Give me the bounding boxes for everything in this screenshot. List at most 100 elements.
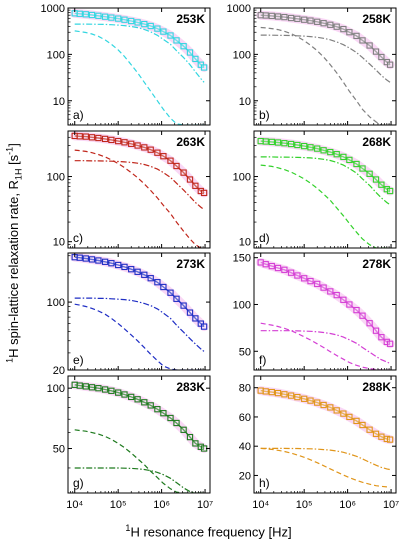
- data-point: [200, 189, 208, 197]
- data-point: [301, 395, 308, 402]
- panel-plot-area: [70, 253, 209, 370]
- component-line-dash-dot: [260, 447, 391, 471]
- data-point: [333, 291, 340, 299]
- data-point: [274, 13, 282, 20]
- panel-letter: h): [259, 476, 270, 490]
- component-line-dash: [74, 149, 205, 248]
- data-point: [101, 135, 109, 143]
- data-point: [320, 147, 327, 154]
- y-tick-label: 1000: [227, 3, 251, 15]
- panel-c: 10 100 263K c): [47, 130, 211, 249]
- data-point: [378, 334, 385, 341]
- data-point: [76, 10, 83, 17]
- data-point: [301, 142, 308, 150]
- data-point: [88, 134, 96, 141]
- data-point: [186, 49, 194, 56]
- data-point: [314, 18, 321, 25]
- y-tick-label: 20: [53, 365, 65, 377]
- data-point: [108, 136, 115, 144]
- data-point: [197, 443, 204, 450]
- component-line-dash: [74, 303, 205, 370]
- fit-line: [74, 135, 205, 194]
- data-point: [154, 149, 161, 156]
- data-point: [95, 134, 102, 142]
- data-point: [147, 275, 154, 282]
- component-line-dash: [260, 26, 391, 125]
- data-point: [301, 16, 308, 23]
- temperature-label: 253K: [176, 12, 205, 26]
- data-point: [167, 414, 174, 422]
- data-point: [200, 323, 208, 330]
- data-point: [115, 137, 122, 145]
- data-point: [154, 25, 161, 32]
- data-point: [307, 144, 314, 151]
- data-point: [340, 153, 347, 161]
- data-point: [257, 387, 264, 394]
- panel-letter: c): [73, 231, 83, 245]
- data-point: [71, 381, 78, 388]
- data-point: [88, 384, 96, 391]
- x-axis-title: 1H resonance frequency [Hz]: [0, 523, 417, 539]
- component-line-dash-dot: [260, 34, 391, 83]
- data-point: [160, 283, 167, 291]
- panel-letter: f): [259, 353, 266, 367]
- data-point: [294, 141, 301, 149]
- data-point: [200, 445, 208, 452]
- data-point: [262, 261, 269, 268]
- component-line-dash: [260, 164, 391, 248]
- x-tick-label: 10⁵: [110, 499, 127, 511]
- data-point: [186, 309, 194, 316]
- x-tick-label: 10⁵: [296, 499, 313, 511]
- fit-line: [260, 261, 391, 345]
- data-point: [346, 29, 353, 36]
- temperature-label: 263K: [176, 135, 205, 149]
- x-axis-title-main: H resonance frequency [Hz]: [130, 524, 292, 540]
- data-point: [128, 393, 135, 401]
- x-tick-label: 10⁷: [383, 499, 399, 511]
- data-point: [134, 142, 141, 149]
- panel-f: 50 100 150 278K f): [233, 252, 397, 371]
- panel-g: 10⁴ 10⁵ 10⁶ 10⁷ 50 100 283K g): [47, 375, 213, 511]
- fit-line: [260, 389, 391, 441]
- y-tick-label: 50: [239, 346, 251, 358]
- data-point: [366, 42, 373, 49]
- data-point: [386, 61, 394, 68]
- data-point: [287, 140, 295, 148]
- data-point: [95, 385, 102, 392]
- data-point: [200, 64, 208, 71]
- data-point: [101, 258, 109, 265]
- y-tick-label: 80: [239, 383, 251, 395]
- data-point: [95, 257, 102, 264]
- data-point: [386, 436, 394, 443]
- data-point: [192, 55, 199, 63]
- data-band: [70, 380, 209, 453]
- y-tick-label: 50: [53, 444, 65, 456]
- data-point: [287, 392, 295, 399]
- data-point: [134, 396, 141, 403]
- data-point: [186, 176, 194, 183]
- data-point: [262, 12, 269, 19]
- data-point: [108, 387, 115, 394]
- data-point: [353, 160, 360, 168]
- data-point: [147, 146, 154, 153]
- data-point: [257, 12, 264, 19]
- data-point: [307, 277, 314, 285]
- data-point: [141, 271, 148, 278]
- data-point: [101, 386, 109, 393]
- component-line-dash-dot: [74, 297, 205, 352]
- x-tick-label: 10⁶: [153, 499, 170, 511]
- data-point: [192, 315, 199, 322]
- data-point: [154, 406, 161, 413]
- data-point: [320, 401, 327, 409]
- data-point: [108, 260, 115, 267]
- data-point: [141, 399, 148, 406]
- data-point: [333, 23, 340, 30]
- fit-line: [260, 14, 391, 66]
- data-point: [167, 32, 174, 39]
- y-tick-label: 40: [239, 441, 251, 453]
- data-point: [287, 269, 295, 276]
- data-point: [192, 440, 199, 447]
- data-point: [307, 397, 314, 404]
- panel-letter: b): [259, 108, 270, 122]
